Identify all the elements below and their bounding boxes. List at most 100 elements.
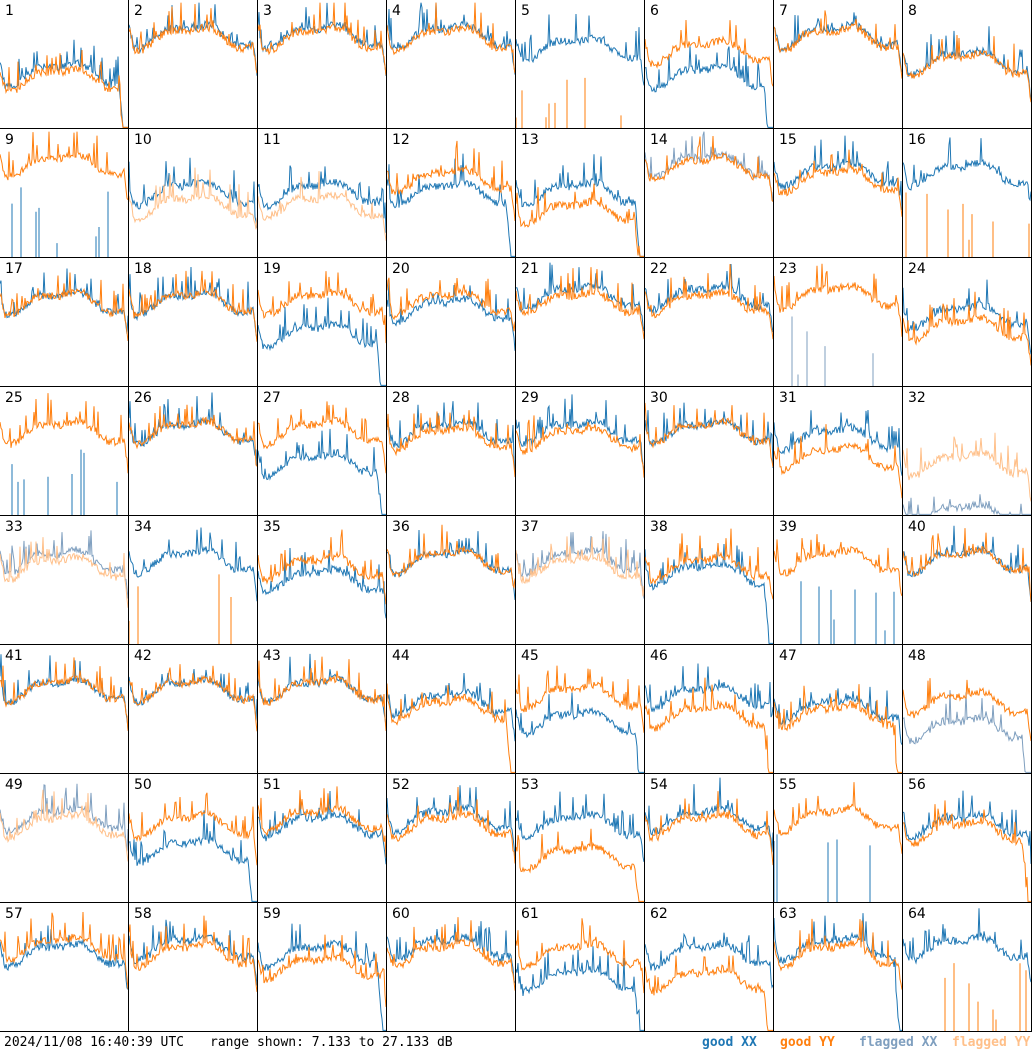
panel-number: 32 — [908, 390, 926, 406]
panel-number: 59 — [263, 906, 281, 922]
series-xx-good — [258, 165, 386, 233]
legend-flagged-yy: flagged YY — [952, 1035, 1031, 1050]
panel-2: 2 — [129, 0, 258, 129]
panel-plot — [903, 525, 1031, 603]
series-yy-good — [903, 291, 1031, 366]
panel-42: 42 — [129, 645, 258, 774]
series-xx-good — [387, 785, 515, 857]
panel-plot — [645, 402, 773, 469]
series-yy-good — [774, 782, 902, 854]
panel-64: 64 — [903, 903, 1032, 1032]
series-xx-good — [903, 790, 1031, 864]
panel-plot — [903, 137, 1031, 257]
panel-38: 38 — [645, 516, 774, 645]
panel-plot — [129, 2, 257, 76]
panel-plot — [0, 131, 128, 257]
series-xx-good — [258, 923, 386, 1031]
panel-number: 56 — [908, 777, 926, 793]
panel-plot — [387, 401, 515, 478]
panel-plot — [129, 792, 257, 902]
series-yy-good — [258, 2, 386, 76]
panel-plot — [0, 530, 128, 608]
series-yy-good — [645, 19, 773, 87]
series-xx-good — [516, 262, 644, 332]
series-xx-good — [129, 810, 257, 902]
panel-plot — [0, 911, 128, 990]
panel-61: 61 — [516, 903, 645, 1032]
panel-number: 38 — [650, 519, 668, 535]
series-yy-good — [0, 911, 128, 990]
panel-plot — [516, 13, 644, 128]
panel-number: 40 — [908, 519, 926, 535]
panel-number: 23 — [779, 261, 797, 277]
panel-number: 31 — [779, 390, 797, 406]
panel-number: 11 — [263, 132, 281, 148]
panel-14: 14 — [645, 129, 774, 258]
panel-plot — [387, 277, 515, 351]
series-xx-good — [903, 525, 1031, 603]
panel-number: 9 — [5, 132, 14, 148]
panel-48: 48 — [903, 645, 1032, 774]
panel-number: 47 — [779, 648, 797, 664]
series-yy-good — [129, 915, 257, 992]
legend-good-yy: good YY — [780, 1035, 835, 1050]
panel-plot — [0, 783, 128, 862]
series-xx-good — [258, 297, 386, 386]
panel-1: 1 — [0, 0, 129, 129]
panel-number: 64 — [908, 906, 926, 922]
series-yy-good — [387, 786, 515, 864]
panel-plot — [0, 268, 128, 342]
series-xx-good — [774, 913, 902, 1031]
panel-number: 6 — [650, 3, 659, 19]
panel-number: 28 — [392, 390, 410, 406]
panel-plot — [258, 786, 386, 865]
series-yy-flagged — [258, 171, 386, 241]
series-yy-good — [774, 684, 902, 773]
series-yy-good — [258, 401, 386, 474]
panel-number: 4 — [392, 3, 401, 19]
panel-23: 23 — [774, 258, 903, 387]
panel-number: 16 — [908, 132, 926, 148]
series-xx-good — [516, 394, 644, 470]
panel-number: 30 — [650, 390, 668, 406]
panel-plot — [0, 393, 128, 515]
series-yy-good — [774, 263, 902, 337]
panel-plot — [645, 932, 773, 1031]
panel-plot — [645, 131, 773, 202]
series-xx-good — [645, 932, 773, 989]
series-yy-good — [516, 267, 644, 340]
panel-number: 33 — [5, 519, 23, 535]
series-xx-good — [0, 39, 128, 128]
panel-57: 57 — [0, 903, 129, 1032]
panel-28: 28 — [387, 387, 516, 516]
panel-plot — [774, 135, 902, 217]
range-shown: range shown: 7.133 to 27.133 dB — [210, 1035, 453, 1050]
panel-number: 20 — [392, 261, 410, 277]
panel-plot — [903, 908, 1031, 1031]
series-yy-good — [774, 149, 902, 217]
series-yy-good — [516, 665, 644, 733]
panel-number: 53 — [521, 777, 539, 793]
panel-45: 45 — [516, 645, 645, 774]
series-yy-good — [645, 955, 773, 1031]
series-yy-good — [129, 664, 257, 732]
panel-plot — [129, 527, 257, 644]
series-yy-good — [387, 524, 515, 590]
series-xx-good — [774, 834, 871, 902]
series-yy-good — [0, 131, 128, 201]
series-xx-good — [645, 46, 773, 128]
series-xx-good — [129, 2, 257, 76]
series-xx-good — [11, 449, 118, 515]
series-yy-good — [129, 792, 257, 866]
series-yy-good — [129, 574, 232, 644]
panel-plot — [129, 266, 257, 342]
panel-7: 7 — [774, 0, 903, 129]
panel-plot — [645, 528, 773, 644]
series-xx-flagged — [516, 531, 644, 599]
series-xx-good — [0, 925, 128, 990]
panel-20: 20 — [387, 258, 516, 387]
series-xx-flagged — [0, 530, 128, 599]
panel-47: 47 — [774, 645, 903, 774]
panel-41: 41 — [0, 645, 129, 774]
series-yy-flagged — [0, 789, 128, 862]
